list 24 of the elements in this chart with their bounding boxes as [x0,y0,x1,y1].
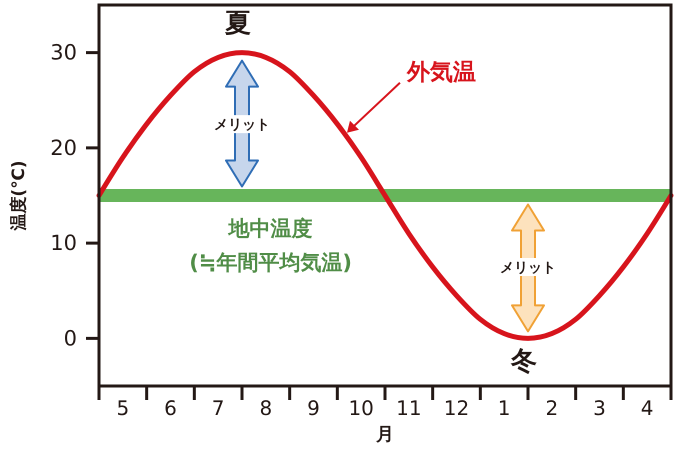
annotation: メリット [500,260,556,276]
annotation: 夏 [224,8,251,39]
x-tick-label: 8 [259,396,272,420]
x-tick-label: 2 [545,396,558,420]
x-tick-label: 3 [593,396,606,420]
annotation: 冬 [510,346,537,376]
x-tick-label: 6 [164,396,177,420]
x-tick-label: 4 [640,396,654,420]
x-tick-label: 12 [444,396,470,420]
ref-line-label: 地中温度 (≒年間平均気温) [189,216,352,274]
y-tick-label: 30 [50,40,77,65]
x-tick-label: 1 [498,396,511,420]
x-axis-title: 月 [375,424,394,445]
x-tick-label: 11 [396,396,422,420]
y-axis-title: 温度(℃) [9,160,29,232]
x-tick-label: 10 [348,396,374,420]
x-tick-label: 7 [212,396,225,420]
y-tick-label: 20 [50,136,77,160]
x-tick-label: 9 [307,396,320,420]
x-tick-label: 5 [116,396,130,420]
text: 外気温 [406,60,476,86]
y-tick-label: 0 [64,326,77,350]
y-tick-label: 10 [50,231,77,256]
annotation: メリット [214,117,270,134]
